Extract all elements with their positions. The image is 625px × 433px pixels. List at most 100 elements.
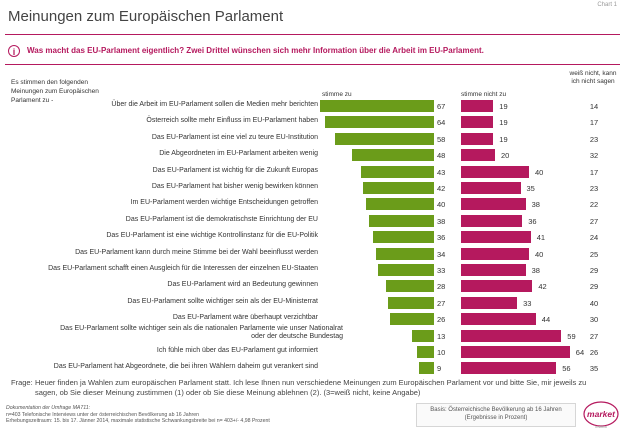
bar-agree xyxy=(376,247,434,260)
bar-agree xyxy=(369,214,434,227)
bar-agree xyxy=(325,116,434,129)
value-dont-know: 14 xyxy=(589,102,599,111)
bar-agree xyxy=(411,329,434,342)
bar-disagree xyxy=(461,198,526,211)
value-dont-know: 27 xyxy=(589,216,599,226)
doc-title: Dokumentation der Umfrage MA711: xyxy=(6,405,91,411)
value-disagree: 40 xyxy=(535,167,544,177)
value-disagree: 44 xyxy=(541,315,551,325)
basis-box xyxy=(416,403,576,427)
bar-agree xyxy=(360,165,434,178)
bar-agree xyxy=(366,198,434,211)
legend-agree: stimme zu xyxy=(322,91,352,98)
bar-agree xyxy=(389,313,434,326)
bar-disagree xyxy=(461,231,531,244)
basis-line: Basis: Österreichische Bevölkerung ab 16… xyxy=(430,407,562,413)
statement-label: Im EU-Parlament werden wichtige Entschei… xyxy=(130,199,318,207)
value-agree: 28 xyxy=(437,282,446,292)
bar-disagree xyxy=(461,247,529,260)
statement-label: Das EU-Parlament ist eine viel zu teure … xyxy=(151,133,318,141)
bar-disagree xyxy=(461,329,562,342)
intro-text: Es stimmen den folgenden Meinungen zum E… xyxy=(11,79,99,104)
value-agree: 67 xyxy=(437,102,446,111)
bar-disagree xyxy=(461,165,529,178)
basis-note: Basis: Österreichische Bevölkerung ab 16… xyxy=(416,406,576,422)
statement-label: Das EU-Parlament wäre überhaupt verzicht… xyxy=(172,314,318,322)
bar-agree xyxy=(372,231,434,244)
doc-period: Erhebungszeitraum: 15. bis 17. Jänner 20… xyxy=(6,418,270,425)
statement-label: Die Abgeordneten im EU-Parlament arbeite… xyxy=(159,150,318,158)
value-disagree: 36 xyxy=(528,216,537,226)
value-disagree: 38 xyxy=(531,266,540,275)
value-disagree: 40 xyxy=(535,249,544,259)
bar-agree xyxy=(386,280,434,293)
value-disagree: 56 xyxy=(562,364,571,374)
market-logo: market institut xyxy=(583,401,619,429)
value-agree: 64 xyxy=(437,118,446,128)
bar-agree xyxy=(388,296,434,309)
value-dont-know: 27 xyxy=(589,331,599,341)
value-dont-know: 29 xyxy=(589,266,599,275)
value-agree: 58 xyxy=(437,134,446,144)
statement-label: Das EU-Parlament hat bisher wenig bewirk… xyxy=(151,183,318,190)
question-headline: Was macht das EU-Parlament eigentlich? Z… xyxy=(27,46,484,55)
statement-label: Das EU-Parlament ist eine wichtige Kontr… xyxy=(106,232,318,240)
value-disagree: 19 xyxy=(499,118,508,128)
statement-label: Das EU-Parlament ist wichtig für die Zuk… xyxy=(152,166,318,174)
bar-disagree xyxy=(461,346,570,358)
value-agree: 40 xyxy=(437,200,446,210)
bar-agree xyxy=(320,100,434,112)
value-dont-know: 25 xyxy=(589,249,599,259)
value-dont-know: 22 xyxy=(589,200,599,210)
basis-unit: (Ergebnisse in Prozent) xyxy=(464,415,528,421)
bar-disagree xyxy=(461,264,526,276)
logo-ring xyxy=(583,401,619,427)
frage-label: Frage: xyxy=(11,378,33,387)
frage-text: Heuer finden ja Wahlen zum europäischen … xyxy=(35,378,587,397)
statement-label: Das EU-Parlament schafft einen Ausgleich… xyxy=(48,265,318,272)
bar-agree xyxy=(417,346,434,358)
bar-disagree xyxy=(461,132,494,145)
bar-disagree xyxy=(461,362,557,375)
value-agree: 48 xyxy=(437,151,446,161)
value-dont-know: 30 xyxy=(589,315,599,325)
legend-disagree: stimme nicht zu xyxy=(461,91,507,98)
logo-wordmark: market xyxy=(587,409,616,419)
value-disagree: 19 xyxy=(499,102,508,111)
value-agree: 27 xyxy=(437,298,446,308)
value-dont-know: 24 xyxy=(589,233,599,243)
bar-disagree xyxy=(461,214,523,227)
statement-label: Das EU-Parlament hat Abgeordnete, die be… xyxy=(53,363,318,371)
statement-label: Ich fühle mich über das EU-Parlament gut… xyxy=(156,347,318,354)
statement-label: Österreich sollte mehr Einfluss im EU-Pa… xyxy=(146,117,318,125)
bar-disagree xyxy=(461,182,521,194)
question-divider xyxy=(5,64,620,65)
value-agree: 26 xyxy=(437,315,446,325)
value-disagree: 41 xyxy=(536,233,546,243)
bar-disagree xyxy=(461,280,533,293)
value-dont-know: 35 xyxy=(589,364,599,374)
logo-subline: institut xyxy=(595,424,607,429)
statement-label: Das EU-Parlament kann durch meine Stimme… xyxy=(75,248,318,256)
value-agree: 43 xyxy=(437,167,446,177)
value-disagree: 19 xyxy=(499,134,508,144)
statement-label: Über die Arbeit im EU-Parlament sollen d… xyxy=(111,101,318,108)
value-dont-know: 17 xyxy=(589,167,599,177)
value-disagree: 33 xyxy=(523,298,532,308)
value-agree: 34 xyxy=(437,249,446,259)
value-disagree: 20 xyxy=(501,151,510,161)
value-dont-know: 32 xyxy=(589,151,599,161)
bar-disagree xyxy=(461,296,518,309)
statement-label: Das EU-Parlament ist die demokratischste… xyxy=(125,215,318,223)
value-dont-know: 23 xyxy=(589,134,599,144)
value-dont-know: 17 xyxy=(589,118,599,128)
statement-label: Das EU-Parlament sollte wichtiger sein a… xyxy=(60,324,343,340)
value-agree: 38 xyxy=(437,216,446,226)
bar-disagree xyxy=(461,100,494,112)
statement-label: Das EU-Parlament wird an Bedeutung gewin… xyxy=(167,281,318,289)
value-disagree: 42 xyxy=(538,282,547,292)
doc-sample: n=403 Telefonische Interviews unter der … xyxy=(6,411,199,418)
value-agree: 36 xyxy=(437,233,446,243)
title-divider xyxy=(5,34,620,35)
value-disagree: 35 xyxy=(526,184,535,193)
